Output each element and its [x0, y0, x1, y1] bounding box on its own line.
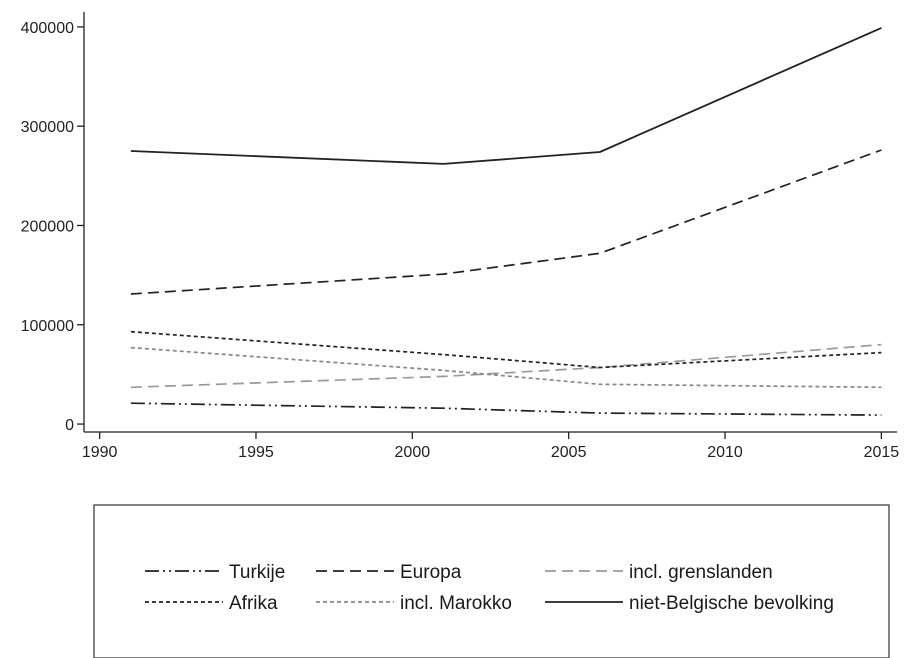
legend-label-4: Afrika — [229, 593, 278, 614]
legend-label-1: Turkije — [229, 562, 285, 583]
series-line-1 — [130, 402, 882, 416]
legend-label-5: incl. Marokko — [400, 593, 512, 614]
series-line-6 — [130, 27, 882, 165]
legend-label-2: Europa — [400, 562, 462, 583]
legend: Turkije Europa incl. grenslanden Afrika incl… — [93, 504, 890, 658]
x-tick-label-1995: 1995 — [238, 444, 274, 461]
plot-area: 0 100000 200000 300000 400000 1990 1995 2000 200… — [21, 12, 900, 461]
x-tick-label-2015: 2015 — [864, 444, 900, 461]
legend-label-3: incl. grenslanden — [629, 562, 773, 583]
x-tick-label-2010: 2010 — [707, 444, 743, 461]
legend-box — [93, 504, 890, 658]
y-tick-label-0: 0 — [65, 417, 74, 434]
legend-label-6: niet-Belgische bevolking — [629, 593, 834, 614]
series-line-2 — [130, 149, 882, 295]
series-line-4 — [130, 330, 882, 369]
y-tick-label-100000: 100000 — [21, 318, 74, 335]
x-tick-label-2000: 2000 — [395, 444, 431, 461]
x-tick-label-2005: 2005 — [551, 444, 587, 461]
series-line-5 — [130, 346, 882, 389]
y-tick-label-400000: 400000 — [21, 20, 74, 37]
y-tick-label-200000: 200000 — [21, 218, 74, 235]
series-line-3 — [130, 343, 882, 389]
x-tick-label-1990: 1990 — [82, 444, 118, 461]
y-tick-label-300000: 300000 — [21, 119, 74, 136]
